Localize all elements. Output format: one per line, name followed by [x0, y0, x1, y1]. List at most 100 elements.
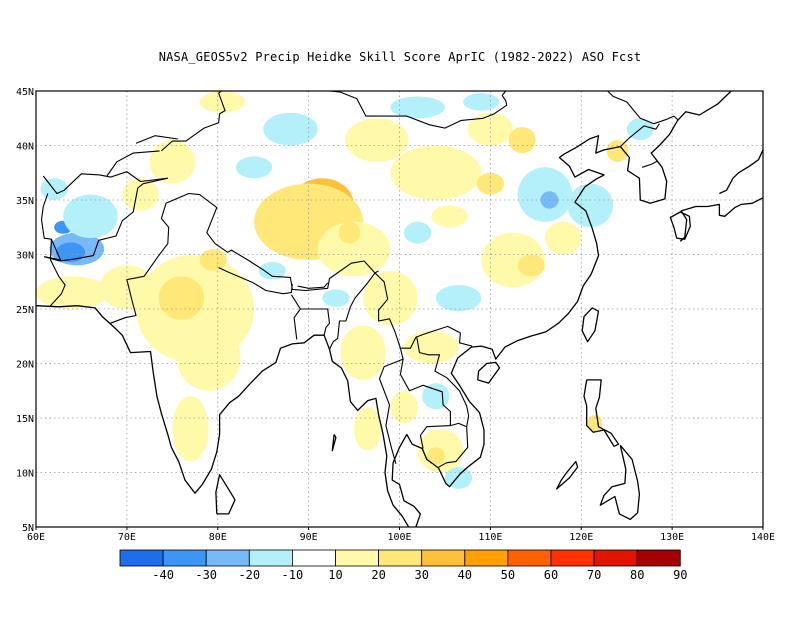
lat-tick-label: 40N	[16, 142, 34, 153]
coastline	[583, 379, 620, 447]
anomaly-patch	[606, 140, 629, 162]
anomaly-patch	[344, 118, 409, 162]
anomaly-patch	[63, 194, 118, 239]
country-border	[329, 272, 376, 350]
anomaly-patch	[363, 270, 418, 326]
lon-tick-label: 70E	[118, 532, 136, 543]
country-border	[161, 91, 226, 152]
lat-tick-label: 15N	[16, 414, 34, 425]
country-border	[218, 267, 293, 295]
colorbar-label: 40	[458, 568, 472, 582]
coastline	[669, 211, 691, 240]
anomaly-patch	[508, 126, 536, 154]
anomaly-patch	[340, 325, 386, 380]
anomaly-patch	[422, 383, 450, 410]
anomaly-patch	[55, 242, 86, 263]
coastline	[679, 197, 763, 242]
colorbar-swatch	[378, 549, 423, 567]
coastline	[331, 434, 337, 452]
country-border	[619, 123, 660, 147]
country-border	[40, 206, 62, 261]
lon-tick-label: 100E	[387, 532, 411, 543]
anomaly-patch	[517, 254, 545, 277]
anomaly-patch	[435, 285, 482, 312]
colorbar-swatch	[550, 549, 595, 567]
anomaly-patch	[467, 112, 514, 146]
coastline	[556, 460, 579, 490]
anomaly-patch	[390, 96, 445, 119]
country-border	[641, 160, 658, 168]
country-border	[300, 308, 331, 336]
colorbar-swatch	[162, 549, 207, 567]
coastline	[391, 91, 732, 527]
colorbar-swatch	[335, 549, 379, 567]
lon-tick-label: 80E	[209, 532, 227, 543]
country-border	[325, 91, 508, 129]
colorbar-swatch	[205, 549, 250, 567]
colorbar-label: 20	[371, 568, 385, 582]
coastline	[215, 474, 236, 515]
country-border	[297, 282, 329, 289]
lat-tick-label: 25N	[16, 305, 34, 316]
map-title: NASA_GEOS5v2 Precip Heidke Skill Score A…	[158, 50, 642, 64]
colorbar-swatch	[464, 549, 509, 567]
lon-tick-label: 140E	[751, 532, 775, 543]
country-border	[42, 171, 168, 195]
lon-tick-labels: 60E 70E 80E 90E 100E 110E 120E 130E 140E	[27, 527, 775, 543]
colorbar-label: 90	[673, 568, 687, 582]
anomaly-patch	[36, 276, 109, 309]
anomaly-patch	[235, 156, 273, 179]
anomaly-patch	[587, 414, 603, 433]
colorbar-label: -30	[195, 568, 217, 582]
lat-tick-label: 30N	[16, 251, 34, 262]
colorbar-label: -20	[238, 568, 260, 582]
colorbar-swatch	[248, 549, 293, 567]
country-border	[106, 150, 160, 177]
country-border	[44, 177, 168, 262]
lon-tick-label: 120E	[569, 532, 593, 543]
anomaly-patch	[158, 276, 205, 320]
lat-tick-label: 35N	[16, 196, 34, 207]
anomaly-patch	[172, 396, 209, 462]
colorbar-swatch	[421, 549, 466, 567]
country-border	[240, 91, 242, 92]
country-border	[42, 193, 49, 207]
anomaly-patch	[122, 178, 159, 211]
anomaly-patch	[354, 407, 382, 451]
lat-tick-label: 45N	[16, 87, 34, 98]
country-border	[49, 239, 66, 308]
country-border	[607, 91, 679, 125]
anomaly-patch	[258, 262, 286, 280]
colorbar-label: 70	[587, 568, 601, 582]
lat-tick-label: 5N	[22, 523, 34, 534]
coastline	[581, 307, 600, 343]
anomaly-patch	[426, 447, 445, 465]
geography-lines	[36, 91, 763, 527]
anomaly-patch	[567, 183, 614, 228]
anomaly-patch	[544, 221, 582, 255]
colorbar-swatch	[636, 549, 681, 567]
country-border	[378, 348, 404, 464]
colorbar-swatch	[593, 549, 638, 567]
lat-tick-label: 10N	[16, 469, 34, 480]
colorbar-swatch	[119, 549, 164, 567]
anomaly-patch	[338, 221, 361, 244]
anomaly-patch	[463, 93, 500, 111]
anomaly-patch	[199, 249, 227, 271]
country-border	[450, 422, 467, 428]
anomaly-patch	[390, 390, 418, 424]
country-border	[110, 192, 379, 324]
colorbar-label: -40	[152, 568, 174, 582]
anomaly-patch	[390, 145, 482, 200]
anomaly-patch	[317, 221, 391, 277]
colorbar: -40 -30 -20 -10 10 20 30 40 50 60 70 80 90	[119, 549, 688, 582]
lon-tick-label: 130E	[660, 532, 684, 543]
anomaly-patch	[476, 172, 505, 195]
coastline	[719, 149, 763, 195]
anomaly-patch	[431, 205, 468, 228]
anomaly-patch	[176, 325, 241, 391]
coastline	[477, 361, 501, 384]
lat-tick-label: 20N	[16, 360, 34, 371]
lat-tick-labels: 5N 10N 15N 20N 25N 30N 35N 40N 45N	[16, 87, 34, 534]
